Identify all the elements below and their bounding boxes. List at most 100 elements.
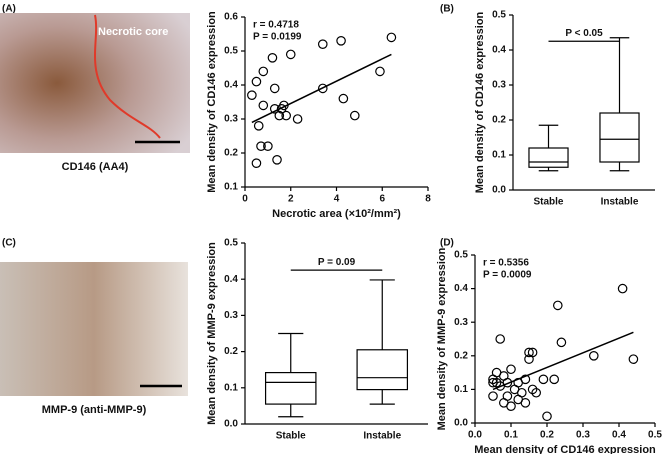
y-tick-label: 0.1: [224, 182, 238, 193]
boundary: [94, 14, 161, 139]
point: [531, 387, 541, 398]
x-axis-title: Mean density of CD146 expression: [474, 444, 656, 454]
point: [502, 391, 513, 401]
point: [269, 104, 280, 114]
y-tick-label: 0.1: [492, 150, 506, 161]
box: [528, 147, 569, 168]
y-tick-label: 0.2: [224, 346, 238, 357]
point: [556, 337, 567, 348]
point: [292, 114, 303, 124]
point: [488, 391, 498, 401]
point: [251, 158, 262, 168]
point: [628, 354, 639, 364]
point: [520, 398, 531, 408]
y-axis-title: Mean density of CD146 expression: [206, 11, 218, 193]
point: [267, 52, 278, 63]
x-tick-label: 6: [379, 194, 385, 205]
y-axis-title: Mean density of CD146 expression: [474, 11, 486, 193]
y-tick-label: 0.3: [224, 114, 238, 125]
point: [502, 377, 513, 388]
x-tick-label: 0.4: [612, 430, 626, 441]
annotation: P < 0.05: [565, 28, 603, 39]
x-tick-label: 0.0: [468, 430, 482, 441]
point: [617, 283, 628, 294]
annotation: P = 0.09: [318, 257, 356, 268]
y-tick-label: 0.3: [492, 80, 506, 91]
y-tick-label: 0.5: [224, 238, 238, 249]
annotation: P = 0.0199: [253, 32, 302, 43]
point: [506, 401, 516, 411]
panel-label: (D): [440, 238, 454, 249]
x-tick-label: Stable: [533, 197, 563, 208]
y-tick-label: 0.5: [492, 10, 506, 21]
point: [263, 141, 273, 151]
point: [516, 387, 527, 398]
point: [279, 100, 289, 111]
y-tick-label: 0.2: [454, 350, 468, 361]
point: [256, 141, 266, 151]
point: [338, 93, 349, 104]
y-axis-title: Mean density of MMP-9 expression: [436, 247, 448, 430]
point: [520, 374, 531, 385]
y-tick-label: 0.4: [224, 274, 238, 285]
point: [317, 39, 328, 49]
y-tick-label: 0.4: [454, 283, 468, 294]
point: [272, 155, 282, 165]
y-tick-label: 0.2: [492, 115, 506, 126]
annotation: P = 0.0009: [483, 270, 532, 281]
x-tick-label: Instable: [601, 197, 639, 208]
point: [552, 300, 563, 311]
point: [251, 76, 262, 87]
point: [269, 83, 280, 94]
point: [258, 100, 269, 111]
x-tick-label: 0.1: [504, 430, 518, 441]
point: [258, 66, 269, 77]
y-tick-label: 0.6: [224, 12, 238, 23]
y-tick-label: 0.4: [492, 45, 506, 56]
trendline: [251, 53, 392, 124]
box: [356, 349, 409, 391]
x-tick-label: Stable: [276, 431, 306, 442]
panel-label: (C): [2, 238, 16, 249]
x-tick-label: 0: [242, 194, 248, 205]
x-tick-label: 4: [334, 194, 340, 205]
y-tick-label: 0.4: [224, 80, 238, 91]
caption: MMP-9 (anti-MMP-9): [42, 404, 147, 416]
point: [349, 110, 360, 121]
point: [488, 377, 498, 388]
caption: CD146 (AA4): [62, 161, 129, 173]
y-tick-label: 0.3: [454, 317, 468, 328]
y-tick-label: 0.0: [492, 185, 506, 196]
point: [336, 35, 346, 46]
x-tick-label: Instable: [363, 431, 401, 442]
image-label: Necrotic core: [98, 26, 168, 38]
point: [317, 83, 328, 94]
point: [527, 347, 538, 358]
point: [247, 90, 257, 100]
y-tick-label: 0.1: [454, 384, 468, 395]
box: [264, 371, 317, 405]
point: [375, 66, 385, 77]
y-tick-label: 0.1: [224, 382, 238, 393]
point: [588, 350, 599, 361]
y-tick-label: 0.3: [224, 310, 238, 321]
histology-image: [0, 262, 188, 396]
point: [495, 334, 505, 344]
point: [386, 32, 397, 43]
annotation: r = 0.5356: [483, 258, 529, 269]
point: [281, 110, 291, 121]
trendline: [492, 331, 634, 391]
x-tick-label: 0.2: [540, 430, 554, 441]
point: [549, 374, 559, 385]
point: [524, 347, 534, 358]
y-tick-label: 0.0: [224, 419, 238, 430]
y-axis-title: Mean density of MMP-9 expression: [206, 242, 218, 425]
x-tick-label: 2: [288, 194, 294, 205]
point: [538, 374, 549, 385]
x-tick-label: 8: [425, 194, 431, 205]
x-tick-label: 0.5: [648, 430, 662, 441]
y-tick-label: 0.0: [454, 418, 468, 429]
y-tick-label: 0.2: [224, 148, 238, 159]
panel-label: (A): [2, 4, 16, 15]
